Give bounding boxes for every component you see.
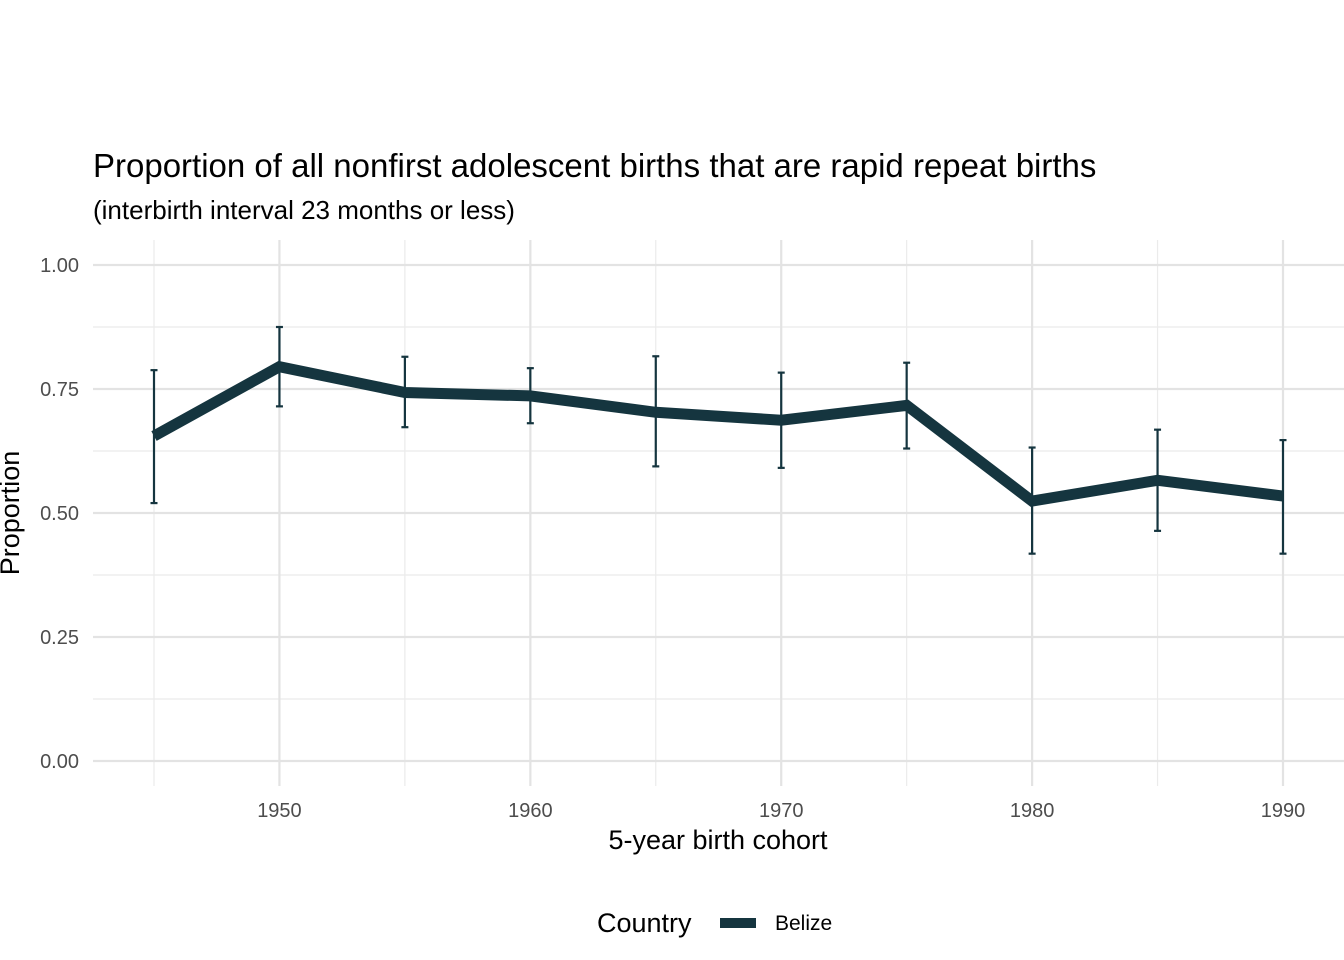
error-bars <box>150 325 1287 555</box>
y-tick-label: 0.00 <box>40 751 79 773</box>
legend: Country Belize <box>597 908 832 938</box>
x-tick-label: 1990 <box>1261 800 1306 822</box>
chart-subtitle: (interbirth interval 23 months or less) <box>93 195 515 225</box>
y-tick-labels: 0.00 0.25 0.50 0.75 1.00 <box>40 255 79 773</box>
y-tick-label: 0.50 <box>40 503 79 525</box>
chart-title: Proportion of all nonfirst adolescent bi… <box>93 147 1096 184</box>
legend-title: Country <box>597 908 692 938</box>
error-bar <box>1279 438 1287 555</box>
y-tick-label: 0.75 <box>40 379 79 401</box>
x-tick-label: 1970 <box>759 800 804 822</box>
series-lines <box>151 360 1284 507</box>
y-tick-label: 1.00 <box>40 255 79 277</box>
y-axis-title: Proportion <box>0 451 25 576</box>
grid-layer <box>93 240 1344 786</box>
x-tick-labels: 1950 1960 1970 1980 1990 <box>257 800 1305 822</box>
series-line-belize <box>151 360 1284 507</box>
legend-label-belize: Belize <box>775 912 832 935</box>
x-tick-label: 1960 <box>508 800 553 822</box>
x-tick-label: 1950 <box>257 800 302 822</box>
y-tick-label: 0.25 <box>40 627 79 649</box>
error-bar <box>150 369 158 505</box>
x-tick-label: 1980 <box>1010 800 1055 822</box>
x-axis-title: 5-year birth cohort <box>608 825 828 855</box>
legend-key-belize <box>720 918 756 928</box>
